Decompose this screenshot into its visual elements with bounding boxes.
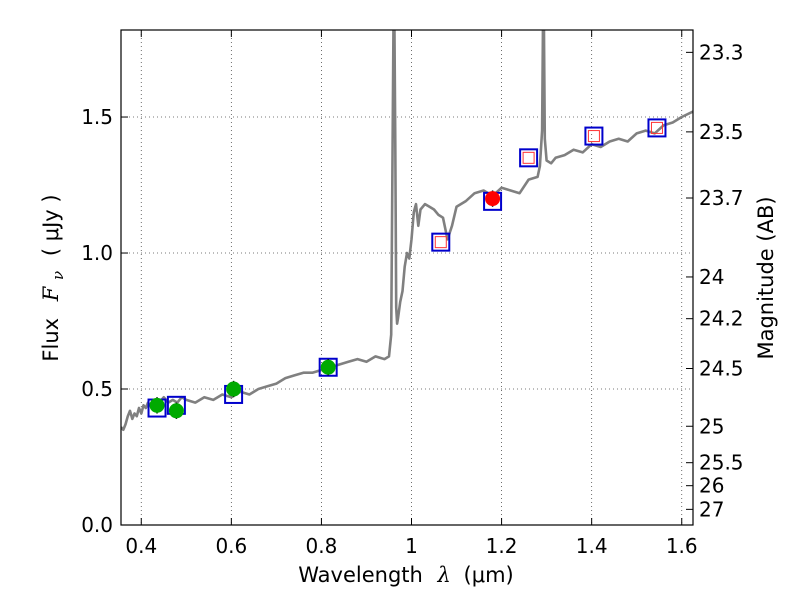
model-photometry-square (647, 118, 667, 138)
plot-area (121, 30, 693, 432)
observed-point (149, 397, 165, 413)
model-photometry-square (519, 148, 539, 168)
x-axis-label-text: Wavelength (298, 563, 423, 587)
upper-limit-square (434, 236, 447, 249)
mag-tick-label: 23.7 (699, 186, 744, 210)
mag-tick-label: 25 (699, 414, 724, 438)
x-axis-symbol: λ (437, 563, 451, 587)
mag-tick-label: 24.5 (699, 356, 744, 380)
y-axis-units: ( μJy ) (39, 194, 63, 256)
mag-tick-label: 24.2 (699, 307, 744, 331)
upper-limit-square (587, 130, 600, 143)
x-tick-label: 1.4 (576, 534, 608, 558)
axis-ticks: 0.4 0.6 0.8 1 1.2 1.4 1.6 0.0 0.5 1.0 1.5 23.3 23.5 2… (81, 30, 744, 558)
observed-point (485, 191, 501, 207)
mag-tick-label: 26 (699, 474, 724, 498)
observed-point (168, 403, 184, 419)
upper-limit-square (522, 151, 535, 164)
x-tick-label: 0.8 (306, 534, 338, 558)
mag-tick-label: 23.5 (699, 120, 744, 144)
x-tick-label: 0.6 (215, 534, 247, 558)
mag-tick-label: 23.3 (699, 40, 744, 64)
model-photometry-square (431, 232, 451, 252)
y-axis-subscript: ν (49, 271, 67, 280)
model-spectrum-line (121, 30, 693, 432)
upper-limit-square (650, 121, 663, 134)
y-axis-label: Flux F ν ( μJy ) (39, 194, 68, 361)
model-photometry-square (318, 357, 338, 377)
y-axis-label-text: Flux (39, 318, 63, 362)
y-tick-label: 0.5 (81, 377, 113, 401)
y-tick-label: 0.0 (81, 513, 113, 537)
mag-tick-label: 27 (699, 497, 724, 521)
x-tick-label: 1 (405, 534, 418, 558)
observed-point (320, 359, 336, 375)
right-axis-label: Magnitude (AB) (754, 196, 778, 359)
y-axis-symbol: F (39, 285, 63, 302)
x-tick-label: 1.6 (666, 534, 698, 558)
x-tick-label: 1.2 (486, 534, 518, 558)
mag-tick-label: 25.5 (699, 451, 744, 475)
y-tick-label: 1.0 (81, 241, 113, 265)
x-axis-label: Wavelength λ (μm) (298, 563, 513, 587)
grid-lines (121, 30, 693, 525)
x-axis-units: (μm) (464, 563, 514, 587)
model-photometry-square (584, 126, 604, 146)
axes-frame (120, 29, 694, 526)
y-tick-label: 1.5 (81, 105, 113, 129)
mag-tick-label: 24 (699, 265, 724, 289)
x-tick-label: 0.4 (125, 534, 157, 558)
observed-point (226, 381, 242, 397)
